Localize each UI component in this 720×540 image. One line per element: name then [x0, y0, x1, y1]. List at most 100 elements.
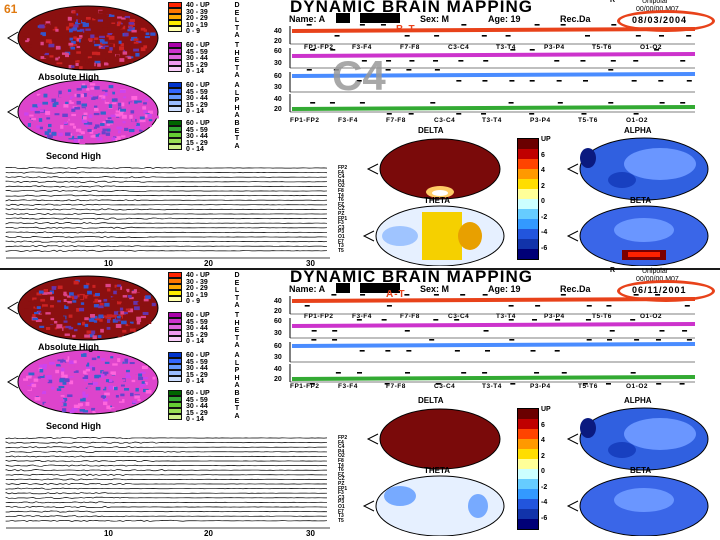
trend-dash — [333, 69, 339, 71]
trend-axis-tick: 40 — [274, 366, 282, 373]
trace-channel-label: FZ — [338, 201, 345, 208]
map-label-delta: DELTA — [418, 126, 444, 135]
color-scale-step — [518, 229, 538, 239]
color-scale-tick: -4 — [541, 499, 548, 506]
eeg-channel-trace — [5, 235, 328, 239]
channel-pair-label: O1-O2 — [626, 383, 649, 390]
map-label-delta: DELTA — [418, 396, 444, 405]
trend-dash — [682, 330, 688, 332]
trend-dash — [356, 80, 362, 82]
legend-range-label: 60 - UP — [186, 42, 210, 49]
trend-dash — [385, 350, 391, 352]
legend-swatches-3 — [168, 390, 182, 420]
band-letter: T — [234, 334, 240, 342]
trend-dash — [586, 339, 592, 341]
trend-dash — [380, 24, 386, 26]
band-letter: L — [234, 17, 240, 24]
alpha-trend-line — [291, 342, 696, 348]
trend-dash — [634, 339, 640, 341]
trend-dash — [633, 294, 639, 296]
trend-dash — [680, 60, 686, 62]
channel-pair-label: F7-F8 — [386, 383, 406, 390]
trend-dash — [505, 35, 511, 37]
trace-x-tick: 10 — [104, 259, 113, 268]
legend-swatch — [168, 26, 182, 32]
color-scale-tick: 6 — [541, 421, 545, 429]
legend-swatches-0 — [168, 2, 182, 32]
trend-dash — [434, 69, 440, 71]
legend-range-label: 0 - 14 — [186, 108, 204, 115]
trend-dash — [332, 330, 338, 332]
channel-pair-label: FP1-FP2 — [290, 117, 320, 124]
channel-pair-label: FP1-FP2 — [304, 313, 334, 320]
legend-range-label: 45 - 59 — [186, 48, 208, 56]
trend-dash — [404, 294, 410, 296]
eeg-channel-trace — [5, 437, 328, 440]
legend-range-label: 0 - 14 — [186, 416, 204, 423]
eeg-channel-trace — [5, 176, 328, 179]
name-label: Name: A — [289, 284, 326, 294]
trend-dash — [580, 60, 586, 62]
channel-pair-label: F3-F4 — [338, 383, 358, 390]
channel-pair-label: C3-C4 — [448, 44, 470, 51]
eeg-channel-trace — [5, 505, 328, 509]
color-scale-step — [518, 479, 538, 489]
head-map-second-high — [7, 349, 159, 415]
trend-dash — [686, 35, 692, 37]
eeg-channel-trace — [5, 217, 328, 220]
color-scale-tick: UP — [541, 406, 551, 413]
trend-dash — [335, 372, 341, 374]
trend-dash — [630, 372, 636, 374]
trend-dash — [679, 383, 685, 385]
trace-channel-label: T6 — [338, 467, 344, 474]
legend-swatch — [168, 312, 182, 318]
legend-swatch — [168, 126, 182, 132]
label-absolute-high: Absolute High — [38, 72, 99, 82]
color-scale-step — [518, 249, 538, 259]
legend-swatch — [168, 352, 182, 358]
channel-pair-label: P3-P4 — [544, 313, 565, 320]
legend-range-label: 0 - 14 — [186, 378, 204, 385]
eeg-channel-trace — [5, 245, 328, 248]
eeg-traces — [5, 437, 330, 529]
legend-swatch — [168, 408, 182, 414]
band-letter: A — [234, 112, 240, 119]
trend-dash — [684, 305, 690, 307]
trend-dash — [611, 24, 617, 26]
color-scale-step — [518, 139, 538, 149]
trend-axis-tick: 30 — [274, 354, 282, 361]
trend-dash — [585, 319, 591, 321]
legend-swatch — [168, 14, 182, 20]
band-letter: A — [234, 82, 240, 89]
trend-dash — [659, 102, 665, 104]
eeg-channel-trace — [5, 487, 328, 490]
map-label-beta: BETA — [630, 196, 652, 205]
trend-dash — [635, 35, 641, 37]
channel-pair-label: F3-F4 — [352, 44, 372, 51]
channel-pair-label: F7-F8 — [400, 44, 420, 51]
trend-dash — [460, 294, 466, 296]
legend-range-label: 40 - UP — [186, 2, 210, 9]
trend-dash — [530, 350, 536, 352]
trend-dash — [680, 102, 686, 104]
legend-range-label: 20 - 29 — [186, 285, 208, 292]
legend-swatches-3 — [168, 120, 182, 150]
legend-range-label: 10 - 19 — [186, 21, 208, 29]
theta-trend-line — [291, 52, 696, 58]
band-letter: T — [234, 135, 240, 142]
delta-trend-line — [291, 27, 696, 33]
legend-swatch — [168, 82, 182, 88]
color-scale-step — [518, 419, 538, 429]
legend-range-label: 0 - 14 — [186, 146, 204, 153]
trend-axis-tick: 40 — [274, 96, 282, 103]
eeg-channel-trace — [5, 515, 328, 518]
trace-channel-label: PZ — [338, 481, 345, 487]
trend-axis-tick: 60 — [274, 318, 282, 325]
head-map-second-high — [7, 79, 159, 145]
trace-channel-label: FP2 — [338, 165, 348, 171]
trace-channel-label: C4 — [338, 174, 345, 181]
legend-swatch — [168, 66, 182, 72]
trace-x-tick: 20 — [204, 529, 213, 538]
trace-channel-label: O2 — [338, 183, 345, 190]
channel-pair-label: F7-F8 — [386, 117, 406, 124]
